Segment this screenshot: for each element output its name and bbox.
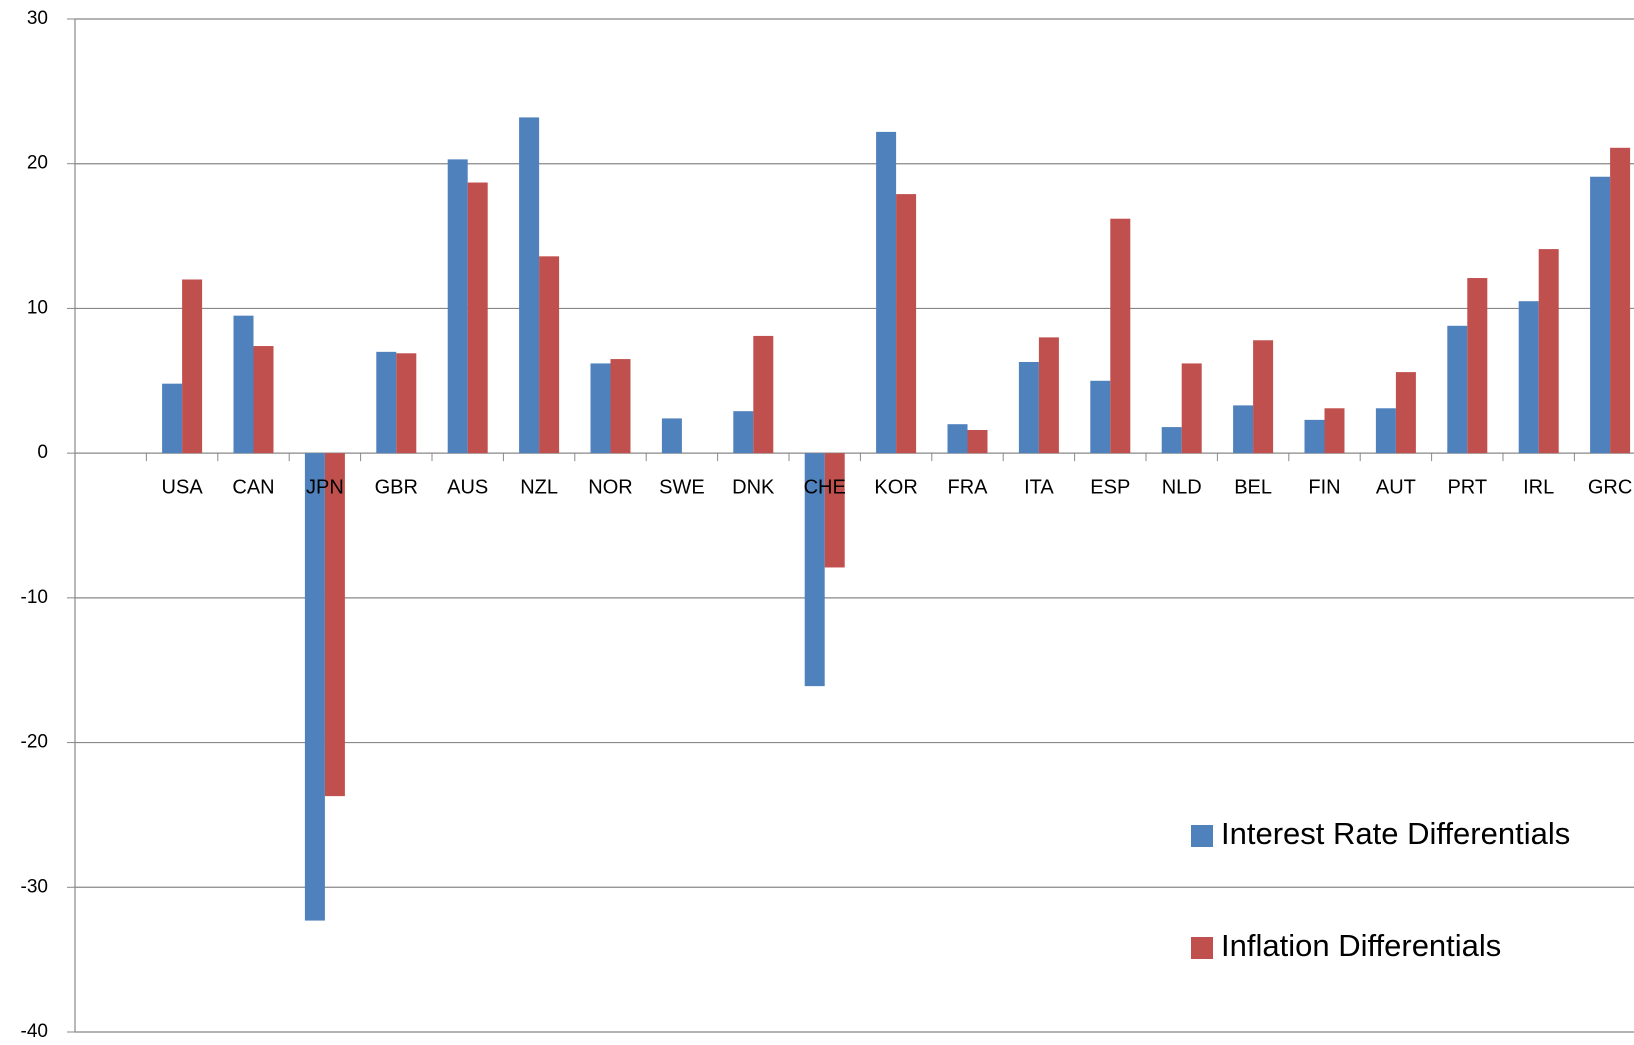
x-tick-label: GRC bbox=[1588, 476, 1632, 498]
x-tick-label: PRT bbox=[1447, 476, 1487, 498]
x-tick-label: GBR bbox=[375, 476, 418, 498]
y-tick-label: -40 bbox=[21, 1021, 48, 1042]
bar bbox=[539, 256, 560, 454]
bar bbox=[396, 353, 417, 454]
x-tick-label: ITA bbox=[1024, 476, 1054, 498]
bar bbox=[1538, 249, 1559, 454]
x-tick-label: AUS bbox=[447, 476, 488, 498]
bar bbox=[896, 194, 917, 454]
bar bbox=[162, 383, 183, 454]
x-tick-label: NZL bbox=[520, 476, 558, 498]
legend-swatch bbox=[1191, 825, 1213, 847]
y-tick-label: 10 bbox=[27, 297, 48, 318]
bar bbox=[753, 335, 774, 454]
x-tick-label: FIN bbox=[1308, 476, 1340, 498]
x-tick-label: AUT bbox=[1376, 476, 1416, 498]
y-tick-label: 20 bbox=[27, 153, 48, 174]
bar bbox=[661, 418, 682, 454]
x-tick-label: KOR bbox=[874, 476, 917, 498]
bar bbox=[1304, 419, 1325, 454]
x-tick-label: FRA bbox=[948, 476, 989, 498]
x-tick-label: CHE bbox=[804, 476, 846, 498]
bar bbox=[1447, 325, 1468, 454]
bar bbox=[1018, 361, 1039, 454]
bar bbox=[610, 359, 631, 454]
bar bbox=[376, 351, 397, 454]
bar bbox=[1375, 408, 1396, 454]
bar bbox=[804, 453, 825, 687]
bar bbox=[590, 363, 611, 454]
x-tick-label: BEL bbox=[1234, 476, 1272, 498]
y-tick-label: -20 bbox=[21, 732, 48, 753]
bar bbox=[1233, 405, 1254, 454]
x-tick-label: IRL bbox=[1523, 476, 1554, 498]
bar bbox=[1038, 337, 1059, 454]
bar bbox=[967, 429, 988, 454]
bar bbox=[253, 346, 274, 454]
bar bbox=[1090, 380, 1111, 454]
bar bbox=[824, 453, 845, 568]
bar bbox=[1253, 340, 1274, 454]
bar bbox=[519, 117, 540, 454]
x-tick-label: NOR bbox=[588, 476, 632, 498]
y-tick-label: 0 bbox=[37, 442, 48, 463]
x-tick-label: DNK bbox=[732, 476, 775, 498]
bar bbox=[1324, 408, 1345, 454]
legend-swatch bbox=[1191, 937, 1213, 959]
bar bbox=[1161, 427, 1182, 454]
x-tick-label: JPN bbox=[306, 476, 344, 498]
bar bbox=[1110, 218, 1131, 454]
bar bbox=[947, 424, 968, 454]
legend-label: Interest Rate Differentials bbox=[1221, 816, 1570, 851]
y-tick-label: 30 bbox=[27, 8, 48, 29]
legend-label: Inflation Differentials bbox=[1221, 928, 1501, 963]
x-tick-label: ESP bbox=[1090, 476, 1130, 498]
bar bbox=[1590, 176, 1611, 454]
bar bbox=[324, 453, 345, 797]
bar bbox=[304, 453, 325, 921]
bar bbox=[467, 182, 488, 454]
bar bbox=[1467, 278, 1488, 454]
bar bbox=[876, 131, 897, 454]
bar bbox=[1610, 147, 1631, 454]
x-tick-label: CAN bbox=[232, 476, 274, 498]
bar bbox=[733, 411, 754, 454]
x-tick-label: SWE bbox=[659, 476, 705, 498]
bar bbox=[1518, 301, 1539, 454]
bar bbox=[1181, 363, 1202, 454]
x-tick-label: USA bbox=[162, 476, 204, 498]
bar bbox=[182, 279, 203, 454]
bar bbox=[1395, 372, 1416, 454]
bar bbox=[447, 159, 468, 454]
x-tick-label: NLD bbox=[1162, 476, 1202, 498]
y-tick-label: -10 bbox=[21, 587, 48, 608]
bar bbox=[233, 315, 254, 454]
y-tick-label: -30 bbox=[21, 876, 48, 897]
